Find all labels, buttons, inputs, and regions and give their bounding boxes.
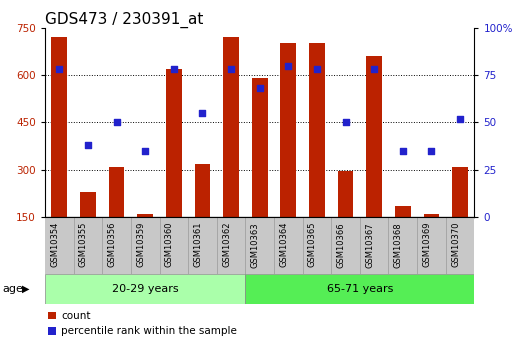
Bar (45, 274, 245, 304)
Text: GSM10362: GSM10362 (222, 222, 231, 267)
Text: 20-29 years: 20-29 years (112, 284, 179, 294)
Bar (245, 274, 474, 304)
Bar (51, 37, 67, 217)
Text: GSM10354: GSM10354 (50, 222, 59, 267)
Text: GSM10363: GSM10363 (251, 222, 260, 267)
Text: GSM10366: GSM10366 (337, 222, 346, 267)
Bar (166, 69, 182, 217)
Bar (223, 37, 239, 217)
Bar (452, 167, 468, 217)
Point (427, 148, 436, 154)
Point (227, 67, 235, 72)
Point (84, 142, 92, 148)
Text: GSM10360: GSM10360 (165, 222, 174, 267)
Text: GSM10370: GSM10370 (451, 222, 460, 267)
Bar (423, 214, 439, 217)
Text: GSM10359: GSM10359 (136, 222, 145, 267)
Text: GSM10369: GSM10369 (422, 222, 431, 267)
Point (456, 116, 464, 121)
Bar (195, 164, 210, 217)
Point (399, 148, 407, 154)
Text: GSM10356: GSM10356 (108, 222, 117, 267)
Text: GSM10365: GSM10365 (308, 222, 317, 267)
Point (170, 67, 178, 72)
Text: ▶: ▶ (22, 284, 30, 294)
Point (55, 67, 64, 72)
Bar (109, 167, 125, 217)
Point (112, 120, 121, 125)
Bar (338, 171, 354, 217)
Text: age: age (3, 284, 23, 294)
Point (255, 86, 264, 91)
Point (370, 67, 378, 72)
Bar (309, 43, 325, 217)
Legend: count, percentile rank within the sample: count, percentile rank within the sample (48, 311, 237, 336)
Text: GSM10364: GSM10364 (279, 222, 288, 267)
Point (284, 63, 293, 68)
Bar (395, 206, 411, 217)
Text: GSM10355: GSM10355 (79, 222, 88, 267)
Point (313, 67, 321, 72)
Text: GSM10368: GSM10368 (394, 222, 403, 267)
Bar (280, 43, 296, 217)
Bar (252, 78, 268, 217)
Point (198, 110, 207, 116)
Text: GSM10361: GSM10361 (193, 222, 202, 267)
Bar (137, 214, 153, 217)
Point (141, 148, 149, 154)
Text: 65-71 years: 65-71 years (326, 284, 393, 294)
Text: GDS473 / 230391_at: GDS473 / 230391_at (45, 11, 204, 28)
Bar (80, 192, 96, 217)
Text: GSM10367: GSM10367 (365, 222, 374, 267)
Bar (366, 56, 382, 217)
Point (341, 120, 350, 125)
